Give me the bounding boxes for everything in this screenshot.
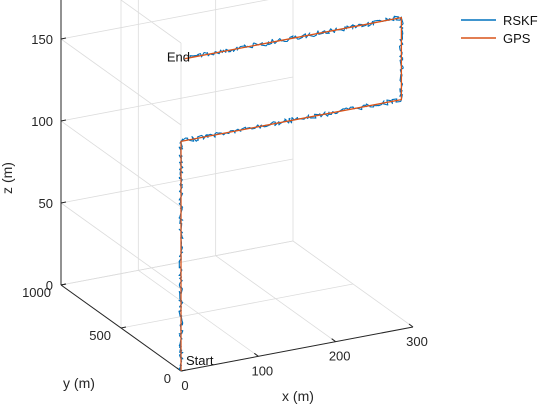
grid-side-z bbox=[120, 0, 182, 44]
x-tick-mark bbox=[331, 338, 336, 343]
annotations: Start End bbox=[167, 50, 214, 368]
x-tick-label: 300 bbox=[406, 334, 428, 349]
grid-side-z bbox=[60, 120, 182, 208]
x-tick-label: 0 bbox=[181, 378, 188, 393]
grid-back-z bbox=[60, 240, 294, 286]
z-tick-mark bbox=[60, 201, 67, 204]
grid-side-z bbox=[60, 202, 182, 290]
series-lines bbox=[178, 15, 404, 372]
z-tick-mark bbox=[60, 283, 67, 286]
z-tick-label: 150 bbox=[31, 32, 53, 47]
x-tick-label: 200 bbox=[329, 349, 351, 364]
grid-back-z bbox=[60, 76, 294, 122]
axis-lines bbox=[60, 0, 414, 372]
z-tick-label: 100 bbox=[31, 114, 53, 129]
x-tick-mark bbox=[408, 323, 414, 328]
x-tick-label: 100 bbox=[251, 363, 273, 378]
grid-lines bbox=[60, 0, 414, 372]
y-tick-mark bbox=[180, 369, 187, 372]
series-line-gps bbox=[180, 16, 403, 371]
x-axis-label: x (m) bbox=[282, 388, 314, 404]
y-tick-label: 1000 bbox=[22, 285, 51, 300]
annotation-start: Start bbox=[186, 353, 214, 368]
grid-back-z bbox=[60, 0, 269, 40]
legend-label-gps: GPS bbox=[503, 31, 531, 46]
legend: RSKF GPS bbox=[461, 13, 538, 46]
grid-back-z bbox=[60, 158, 294, 204]
z-tick-mark bbox=[60, 119, 67, 122]
grid-side-z bbox=[60, 38, 182, 126]
y-tick-mark bbox=[120, 326, 127, 329]
z-tick-label: 0 bbox=[46, 278, 53, 293]
x-axis-line bbox=[180, 326, 414, 372]
z-tick-label: 50 bbox=[39, 196, 53, 211]
z-axis-label: z (m) bbox=[0, 162, 15, 194]
series-line-rskf bbox=[178, 15, 404, 372]
z-tick-mark bbox=[60, 37, 67, 40]
tick-labels: 010020030005001000050100150200 bbox=[22, 32, 428, 393]
x-tick-mark bbox=[254, 352, 259, 357]
y-axis-label: y (m) bbox=[63, 375, 95, 391]
y-tick-label: 500 bbox=[89, 328, 111, 343]
legend-label-rskf: RSKF bbox=[503, 13, 538, 28]
y-tick-label: 0 bbox=[164, 371, 171, 386]
annotation-end: End bbox=[167, 50, 190, 65]
grid-floor-y bbox=[120, 283, 354, 329]
